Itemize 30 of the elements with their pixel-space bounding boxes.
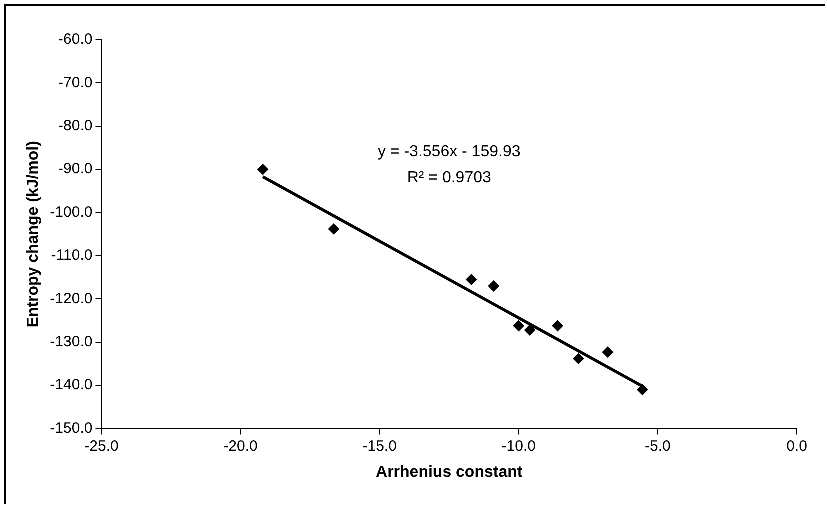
- x-tick-label: -25.0: [84, 438, 119, 455]
- x-tick-label: -5.0: [645, 438, 671, 455]
- x-axis-title: Arrhenius constant: [376, 464, 524, 481]
- point: [552, 320, 564, 332]
- y-tick-label: -60.0: [58, 31, 93, 48]
- point: [513, 320, 524, 332]
- x-tick-label: -15.0: [362, 438, 397, 455]
- y-tick-label: -100.0: [50, 204, 93, 221]
- x-tick-label: -10.0: [502, 438, 536, 455]
- point: [328, 224, 340, 235]
- point: [466, 274, 478, 286]
- y-tick-label: -130.0: [50, 334, 93, 351]
- point: [258, 164, 269, 176]
- y-tick-label: -80.0: [58, 118, 93, 135]
- x-tick-label: -20.0: [224, 438, 258, 455]
- point: [602, 346, 614, 358]
- annotation: y = -3.556x - 159.93: [378, 143, 521, 160]
- point: [573, 353, 584, 364]
- annotation: R² = 0.9703: [407, 169, 492, 186]
- y-tick-label: -90.0: [58, 160, 93, 178]
- y-tick-label: -110.0: [51, 247, 93, 264]
- point: [488, 280, 500, 292]
- point: [637, 384, 648, 396]
- y-tick-label: -70.0: [58, 74, 93, 92]
- y-tick-label: -120.0: [50, 290, 93, 308]
- y-tick-label: -150.0: [50, 420, 93, 437]
- y-axis-title: Entropy change (kJ/mol): [25, 141, 42, 328]
- x-tick-label: 0.0: [786, 438, 808, 455]
- y-tick-label: -140.0: [50, 376, 93, 394]
- point: [524, 324, 536, 336]
